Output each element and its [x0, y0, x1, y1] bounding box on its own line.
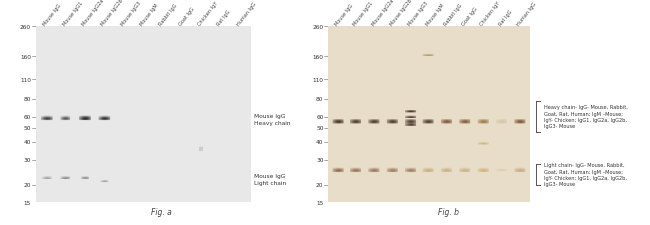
Text: Fig. a: Fig. a	[151, 207, 172, 216]
Text: Mouse IgG
Light chain: Mouse IgG Light chain	[254, 173, 286, 185]
Text: 15: 15	[23, 200, 31, 205]
Text: Mouse IgG
Heavy chain: Mouse IgG Heavy chain	[254, 114, 291, 125]
Text: Mouse IgG: Mouse IgG	[42, 3, 62, 27]
Text: Human IgG: Human IgG	[515, 1, 537, 27]
Text: Mouse IgG3: Mouse IgG3	[407, 0, 429, 27]
Text: Mouse IgG: Mouse IgG	[334, 3, 354, 27]
Text: Chicken IgY: Chicken IgY	[197, 0, 219, 27]
Text: 40: 40	[23, 140, 31, 145]
Text: Heavy chain- IgG- Mouse, Rabbit,
Goat, Rat, Human; IgM –Mouse;
IgY- Chicken; IgG: Heavy chain- IgG- Mouse, Rabbit, Goat, R…	[544, 105, 628, 128]
Text: Goat IgG: Goat IgG	[462, 6, 479, 27]
Text: 110: 110	[20, 77, 31, 82]
Text: 110: 110	[313, 77, 324, 82]
Text: 260: 260	[313, 25, 324, 29]
Text: Light chain- IgG- Mouse, Rabbit,
Goat, Rat, Human; IgM –Mouse;
IgY- Chicken; IgG: Light chain- IgG- Mouse, Rabbit, Goat, R…	[544, 163, 627, 186]
Text: 30: 30	[23, 157, 31, 162]
Text: Mouse IgG2a: Mouse IgG2a	[370, 0, 395, 27]
Text: Mouse IgM: Mouse IgM	[425, 2, 445, 27]
Text: 50: 50	[23, 126, 31, 131]
Text: Fig. b: Fig. b	[438, 207, 459, 216]
Text: 260: 260	[20, 25, 31, 29]
Text: 15: 15	[316, 200, 324, 205]
Text: 30: 30	[316, 157, 324, 162]
Text: 50: 50	[316, 126, 324, 131]
Text: Mouse IgG1: Mouse IgG1	[62, 0, 84, 27]
Text: 80: 80	[23, 97, 31, 102]
Text: Mouse IgG1: Mouse IgG1	[352, 0, 374, 27]
Text: Mouse IgG3: Mouse IgG3	[120, 0, 142, 27]
Text: Mouse IgM: Mouse IgM	[139, 2, 159, 27]
Text: Rat IgG: Rat IgG	[498, 9, 513, 27]
Text: Rabbit IgG: Rabbit IgG	[443, 3, 463, 27]
Text: 20: 20	[316, 182, 324, 187]
Text: 160: 160	[20, 54, 31, 59]
Text: 20: 20	[23, 182, 31, 187]
Text: 60: 60	[23, 115, 31, 120]
Text: 80: 80	[316, 97, 324, 102]
Text: Human IgG: Human IgG	[235, 1, 257, 27]
Text: 160: 160	[313, 54, 324, 59]
Text: Mouse IgG2a: Mouse IgG2a	[81, 0, 105, 27]
Text: Goat IgG: Goat IgG	[177, 6, 195, 27]
Text: Rat IgG: Rat IgG	[216, 9, 231, 27]
Text: Rabbit IgG: Rabbit IgG	[159, 3, 179, 27]
Text: 60: 60	[316, 115, 324, 120]
Text: Mouse IgG2b: Mouse IgG2b	[389, 0, 413, 27]
Text: 40: 40	[316, 140, 324, 145]
Text: Chicken IgY: Chicken IgY	[480, 0, 502, 27]
Text: Mouse IgG2b: Mouse IgG2b	[101, 0, 125, 27]
